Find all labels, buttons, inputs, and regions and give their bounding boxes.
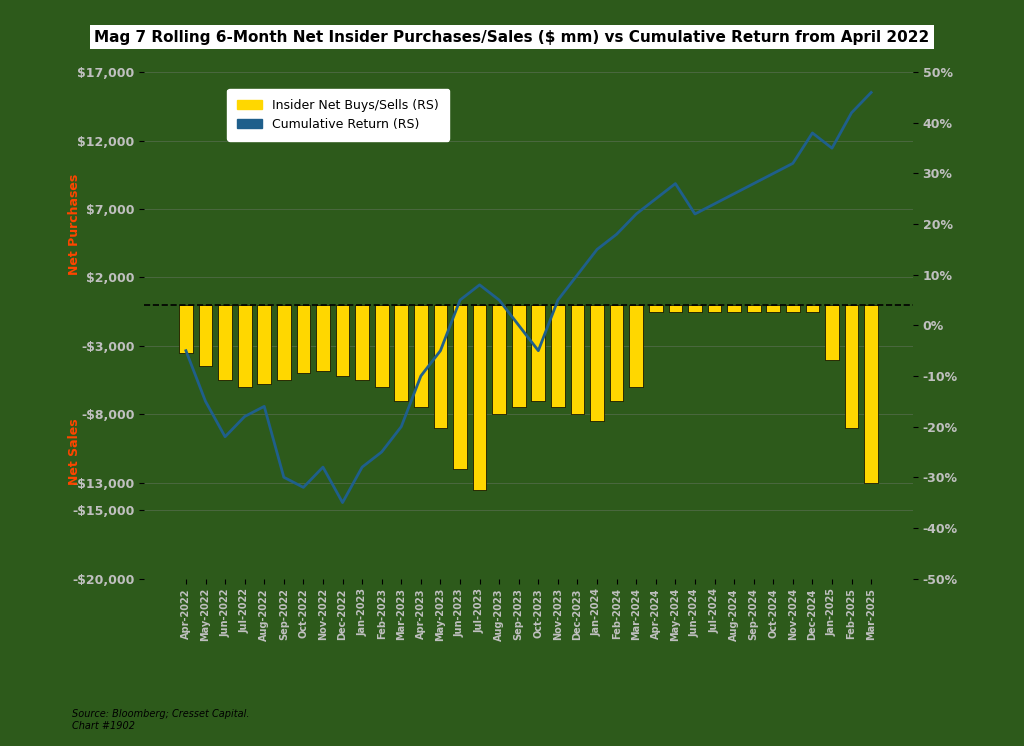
Bar (766, 305, 780, 312)
Bar (276, 305, 291, 380)
Bar (238, 305, 252, 387)
Bar (746, 305, 761, 312)
Text: Net Purchases: Net Purchases (69, 174, 82, 275)
Bar (454, 305, 467, 469)
Bar (845, 305, 858, 428)
Bar (669, 305, 682, 312)
Bar (864, 305, 878, 483)
Bar (355, 305, 369, 380)
Bar (570, 305, 585, 414)
Bar (806, 305, 819, 312)
Text: Source: Bloomberg; Cresset Capital.
Chart #1902: Source: Bloomberg; Cresset Capital. Char… (72, 709, 249, 731)
Bar (609, 305, 624, 401)
Bar (727, 305, 741, 312)
Bar (316, 305, 330, 371)
Bar (531, 305, 545, 401)
Bar (551, 305, 565, 407)
Bar (414, 305, 428, 407)
Bar (825, 305, 839, 360)
Bar (649, 305, 663, 312)
Bar (433, 305, 447, 428)
Bar (688, 305, 701, 312)
Bar (493, 305, 506, 414)
Bar (708, 305, 721, 312)
Bar (394, 305, 409, 401)
Legend: Insider Net Buys/Sells (RS), Cumulative Return (RS): Insider Net Buys/Sells (RS), Cumulative … (227, 89, 449, 141)
Bar (199, 305, 212, 366)
Text: Net Sales: Net Sales (69, 419, 82, 485)
Text: Mag 7 Rolling 6-Month Net Insider Purchases/Sales ($ mm) vs Cumulative Return fr: Mag 7 Rolling 6-Month Net Insider Purcha… (94, 30, 930, 45)
Bar (375, 305, 388, 387)
Bar (786, 305, 800, 312)
Bar (218, 305, 231, 380)
Bar (590, 305, 604, 421)
Bar (179, 305, 193, 353)
Bar (336, 305, 349, 376)
Bar (297, 305, 310, 373)
Bar (257, 305, 271, 384)
Bar (512, 305, 525, 407)
Bar (630, 305, 643, 387)
Bar (473, 305, 486, 489)
